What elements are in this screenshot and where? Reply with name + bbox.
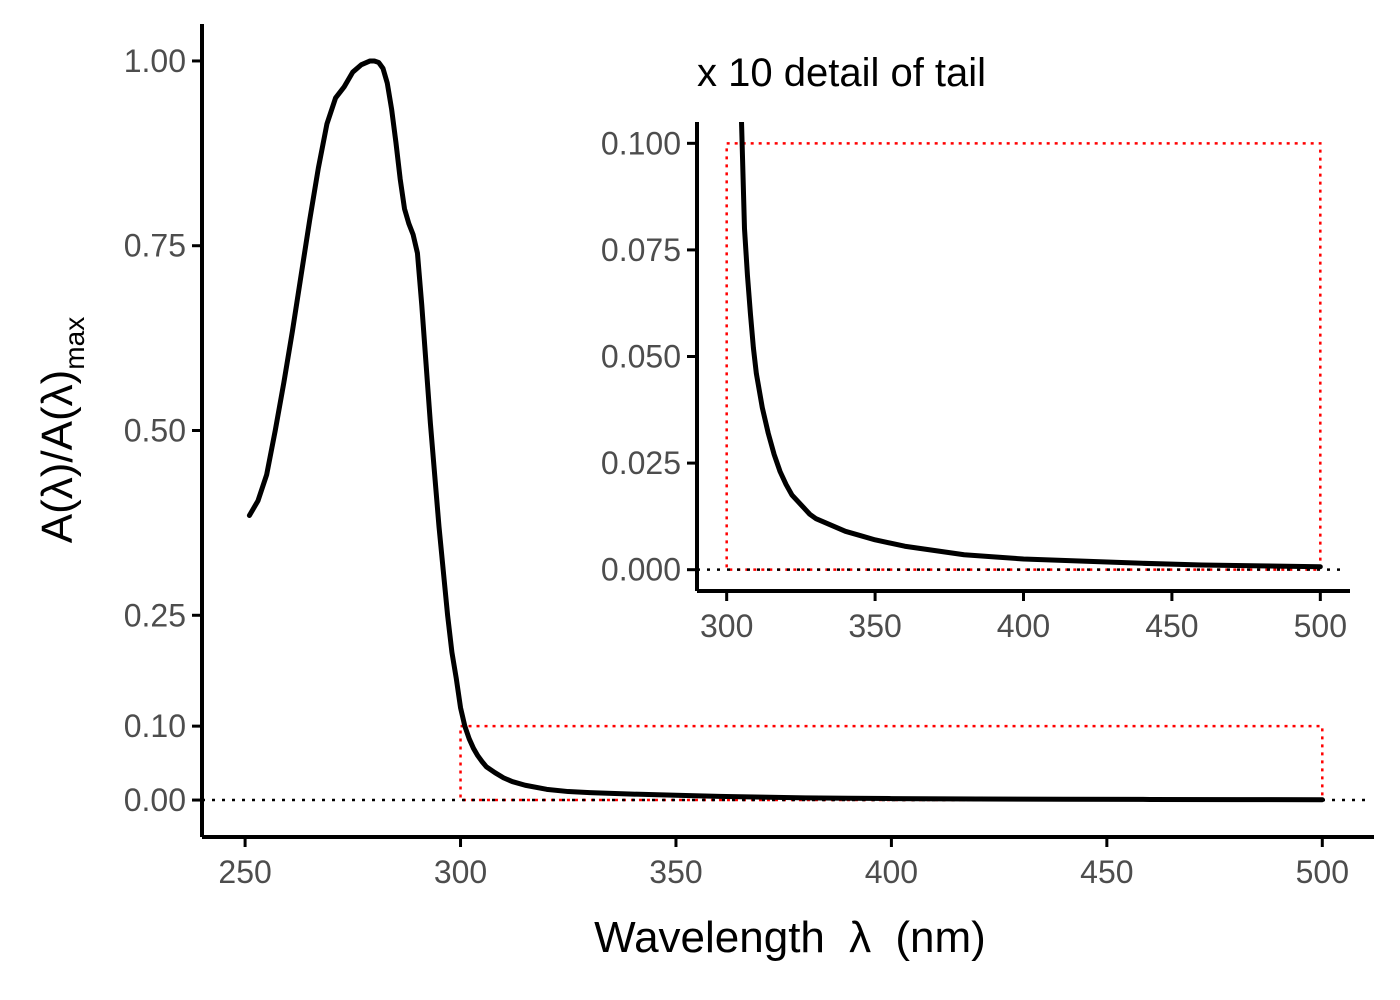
inset-y-tick-label: 0.000 — [601, 552, 681, 588]
inset-y-ticks: 0.000 0.025 0.050 0.075 0.100 — [601, 125, 697, 588]
main-y-ticks: 0.00 0.10 0.25 0.50 0.75 1.00 — [124, 43, 202, 818]
x-axis-title-unit: (nm) — [895, 913, 985, 962]
main-x-tick-label: 350 — [649, 854, 702, 890]
inset-y-tick-label: 0.025 — [601, 445, 681, 481]
main-x-tick-label: 250 — [218, 854, 271, 890]
main-y-axis-title: A(λ)/A(λ)max — [33, 317, 90, 543]
main-zoom-rect — [459, 724, 1324, 802]
main-panel: 250 300 350 400 450 500 0.00 0.10 0.25 0.50 0.75 1… — [33, 24, 1374, 962]
inset-zoom-rect — [725, 142, 1322, 571]
main-y-tick-label: 1.00 — [124, 43, 186, 79]
main-series-group — [246, 58, 1325, 803]
x-axis-title-symbol: λ — [849, 913, 871, 962]
main-x-tick-label: 400 — [865, 854, 918, 890]
main-y-tick-label: 0.00 — [124, 782, 186, 818]
y-axis-title-subscript: max — [59, 317, 90, 370]
main-x-tick-label: 450 — [1080, 854, 1133, 890]
inset-y-tick-label: 0.050 — [601, 339, 681, 375]
inset-title: x 10 detail of tail — [697, 51, 986, 95]
inset-axes — [695, 122, 1350, 593]
main-series-line-0 — [246, 58, 1325, 803]
main-y-tick-label: 0.25 — [124, 597, 186, 633]
inset-x-tick-label: 450 — [1145, 608, 1198, 644]
inset-x-tick-label: 500 — [1294, 608, 1347, 644]
inset-zoom-region-box — [725, 142, 1322, 571]
inset-series-group — [739, 122, 1323, 570]
inset-x-tick-label: 350 — [848, 608, 901, 644]
inset-series-line-0 — [739, 122, 1323, 570]
y-axis-title-text: A(λ)/A(λ) — [33, 370, 82, 544]
main-y-tick-label: 0.50 — [124, 413, 186, 449]
main-y-tick-label: 0.75 — [124, 228, 186, 264]
inset-y-tick-label: 0.075 — [601, 232, 681, 268]
inset-panel: x 10 detail of tail 300 350 400 450 500 0.00… — [601, 51, 1350, 644]
inset-x-tick-label: 400 — [997, 608, 1050, 644]
main-axes — [200, 24, 1374, 839]
inset-x-ticks: 300 350 400 450 500 — [700, 591, 1347, 644]
main-zoom-region-box — [459, 724, 1324, 802]
main-x-tick-label: 500 — [1296, 854, 1349, 890]
inset-x-tick-label: 300 — [700, 608, 753, 644]
inset-y-tick-label: 0.100 — [601, 125, 681, 161]
main-x-axis-title: Wavelength λ (nm) — [594, 913, 986, 962]
x-axis-title-text: Wavelength — [594, 913, 825, 962]
main-y-tick-label: 0.10 — [124, 708, 186, 744]
main-x-tick-label: 300 — [434, 854, 487, 890]
main-x-ticks: 250 300 350 400 450 500 — [218, 837, 1349, 890]
